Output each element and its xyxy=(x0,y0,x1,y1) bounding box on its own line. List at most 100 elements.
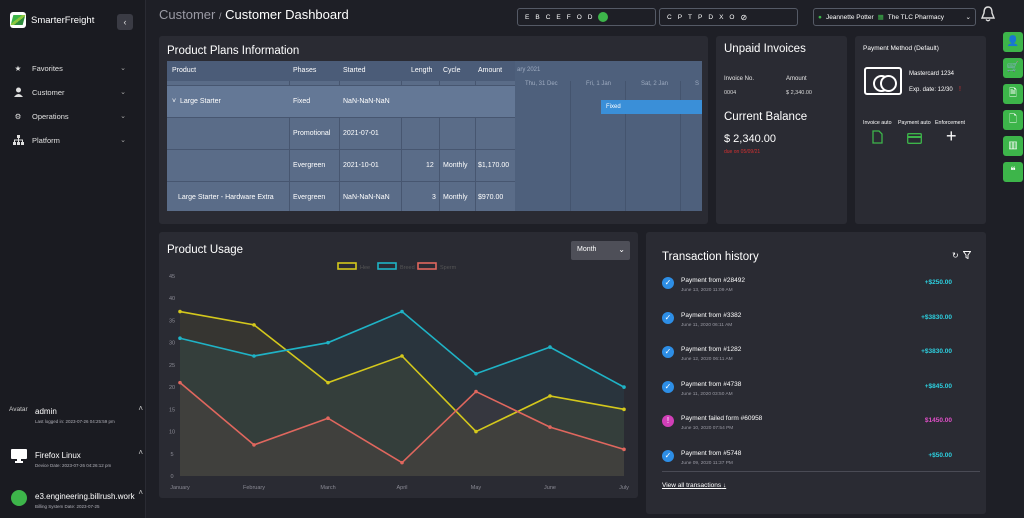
pill-letter[interactable]: E xyxy=(525,13,530,21)
invoice-number[interactable]: 0004 xyxy=(724,90,737,96)
balance-amount: $ 2,340.00 xyxy=(724,133,776,145)
chevron-up-icon: ˄ xyxy=(138,404,143,413)
cell-started: 2021-07-01 xyxy=(343,130,379,137)
pill-letter[interactable]: T xyxy=(688,13,693,21)
pill-letter[interactable]: X xyxy=(719,13,724,21)
chart-button[interactable]: ▥ xyxy=(1003,136,1023,156)
expand-icon[interactable]: ˅ xyxy=(172,98,177,105)
refresh-icon[interactable]: ↻ xyxy=(952,251,959,260)
data-point xyxy=(548,425,552,429)
file-plus-icon: 🗎 xyxy=(1008,88,1018,99)
pill-letter[interactable]: C xyxy=(667,13,672,21)
collapse-sidebar-button[interactable]: ‹ xyxy=(117,14,133,30)
plus-icon[interactable]: + xyxy=(946,126,957,146)
breadcrumb: Customer / Customer Dashboard xyxy=(159,7,349,22)
user-block[interactable]: Avatar admin Last logged in: 2023-07-26 … xyxy=(9,404,143,430)
pill-letter[interactable]: O xyxy=(576,13,582,21)
y-tick-label: 15 xyxy=(169,407,175,413)
sidebar-item-operations[interactable]: ⚙ Operations ⌄ xyxy=(12,109,130,123)
table-row[interactable]: Large Starter - Hardware Extra Evergreen… xyxy=(167,181,515,213)
transaction-row[interactable]: ✓ Payment from #1282 June 12, 2020 06:11 A… xyxy=(662,344,966,374)
transaction-row[interactable]: ✓ Payment from #4738 June 11, 2020 03:50 A… xyxy=(662,379,966,409)
balance-due-note: due on 05/09/21 xyxy=(724,149,761,155)
transaction-amount: +$845.00 xyxy=(924,382,952,390)
building-icon: ▦ xyxy=(877,14,884,21)
pill-letter[interactable]: F xyxy=(566,13,571,21)
product-usage-panel: Product Usage Month ⌄ 0 5 10 15 20 25 30 35 40 45… xyxy=(159,232,638,498)
app-logo[interactable]: SmarterFreight xyxy=(10,12,94,28)
pill-letter[interactable]: E xyxy=(556,13,561,21)
data-point xyxy=(474,429,478,434)
file-plus-button[interactable]: 🗎 xyxy=(1003,84,1023,104)
cell-phase: Fixed xyxy=(293,98,311,105)
transaction-date: June 11, 2020 03:50 AM xyxy=(681,391,733,397)
panel-title: Payment Method (Default) xyxy=(863,45,939,52)
cell-cycle: Monthly xyxy=(443,162,468,169)
logo-icon xyxy=(10,12,26,28)
user-icon: ● xyxy=(818,13,822,21)
pill-letter[interactable]: C xyxy=(545,13,551,21)
chevron-up-icon: ˄ xyxy=(138,448,143,457)
plans-table: ary 2021 Thu, 31 Dec Fri, 1 Jan Sat, 2 J… xyxy=(167,61,702,211)
x-tick-label: February xyxy=(243,485,265,491)
chevron-down-icon: ⌄ xyxy=(120,113,126,120)
transaction-row[interactable]: ✓ Payment from #3382 June 11, 2020 06:11 A… xyxy=(662,310,966,340)
pill-letter[interactable]: P xyxy=(677,13,683,21)
series-line xyxy=(179,310,625,433)
pill-letter[interactable]: P xyxy=(698,13,703,21)
file-gear-button[interactable]: 🗋 xyxy=(1003,110,1023,130)
pill-letter[interactable]: D xyxy=(708,13,714,21)
server-logo-icon xyxy=(11,490,27,506)
bell-icon[interactable] xyxy=(980,6,996,25)
view-all-transactions-link[interactable]: View all transactions ↓ xyxy=(662,482,726,489)
sidebar-item-favorites[interactable]: ★ Favorites ⌄ xyxy=(12,61,130,75)
avatar-label: Avatar xyxy=(9,406,28,413)
gantt-bar[interactable]: Fixed xyxy=(601,100,702,114)
module-pill-1[interactable]: E B C E F O D xyxy=(517,8,656,26)
cell-cycle: Monthly xyxy=(443,194,468,201)
credit-card-icon[interactable] xyxy=(907,132,922,147)
breadcrumb-parent[interactable]: Customer xyxy=(159,7,216,22)
check-icon: ✓ xyxy=(662,380,674,393)
app-name: SmarterFreight xyxy=(31,14,95,26)
gantt-day: Thu, 31 Dec xyxy=(525,81,558,87)
pill-letter[interactable]: B xyxy=(535,13,540,21)
sidebar-item-customer[interactable]: Customer ⌄ xyxy=(12,85,130,99)
pill-letter[interactable]: D xyxy=(587,13,593,21)
transaction-history-panel: Transaction history ↻ ✓ Payment from #284… xyxy=(646,232,986,514)
quote-button[interactable]: ❝ xyxy=(1003,162,1023,182)
table-row[interactable]: Promotional 2021-07-01 xyxy=(167,117,515,149)
sidebar-item-platform[interactable]: Platform ⌄ xyxy=(12,133,130,147)
period-select[interactable]: Month ⌄ xyxy=(571,241,630,260)
transaction-title: Payment from #5748 xyxy=(681,450,742,457)
cart-button[interactable]: 🛒 xyxy=(1003,58,1023,78)
filter-icon[interactable] xyxy=(962,251,972,261)
transaction-row[interactable]: ! Payment failed form #60958 June 10, 2020… xyxy=(662,413,966,443)
chevron-up-icon: ˄ xyxy=(138,488,143,497)
transaction-row[interactable]: ✓ Payment from #28492 June 13, 2020 11:09 … xyxy=(662,275,966,305)
legend-swatch xyxy=(377,262,397,270)
document-icon[interactable] xyxy=(872,130,883,147)
transaction-row[interactable]: ✓ Payment from #5748 June 09, 2020 11:37 P… xyxy=(662,448,966,478)
device-block[interactable]: Firefox Linux Device Date: 2023-07-26 04… xyxy=(9,448,143,472)
table-row[interactable]: ˅ Large Starter Fixed NaN-NaN-NaN xyxy=(167,85,515,117)
block-icon[interactable]: ⊘ xyxy=(740,12,748,22)
status-dot-icon[interactable] xyxy=(598,12,609,22)
monitor-icon xyxy=(11,449,27,468)
enforcement-label: Enforcement xyxy=(935,120,966,126)
sidebar-item-label: Platform xyxy=(32,135,60,145)
module-pill-2[interactable]: C P T P D X O ⊘ xyxy=(659,8,798,26)
pill-letter[interactable]: O xyxy=(729,13,735,21)
transaction-title: Payment from #28492 xyxy=(681,277,745,284)
server-block[interactable]: e3.engineering.billrush.work Billing Sys… xyxy=(9,488,143,516)
add-user-button[interactable]: 👤 xyxy=(1003,32,1023,52)
panel-title: Unpaid Invoices xyxy=(724,43,806,55)
x-tick-label: June xyxy=(544,485,556,491)
org-name: The TLC Pharmacy xyxy=(887,13,945,21)
user-icon xyxy=(12,87,24,97)
user-org-selector[interactable]: ● Jeannette Potter ▦ The TLC Pharmacy ⌄ xyxy=(813,8,976,26)
panel-title: Transaction history xyxy=(662,251,759,263)
data-point xyxy=(252,323,256,327)
table-row[interactable]: Evergreen 2021-10-01 12 Monthly $1,170.0… xyxy=(167,149,515,181)
y-tick-label: 40 xyxy=(169,296,175,302)
